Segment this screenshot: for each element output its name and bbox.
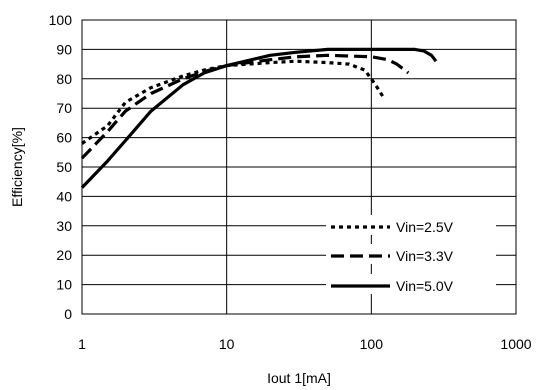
y-tick-label: 40 [56, 188, 72, 204]
x-tick-label: 100 [360, 336, 384, 352]
legend-label: Vin=2.5V [396, 219, 454, 235]
legend-bg [326, 274, 496, 294]
x-tick-label: 10 [219, 336, 235, 352]
legend-label: Vin=5.0V [396, 278, 454, 294]
series-line-vin-5-0v [80, 47, 438, 189]
plot-border [81, 19, 517, 315]
y-tick-label: 30 [56, 218, 72, 234]
legend-bg [326, 215, 496, 235]
y-tick-label: 10 [56, 277, 72, 293]
y-tick-label: 60 [56, 130, 72, 146]
y-tick-label: 0 [64, 306, 72, 322]
grid-layer [82, 20, 516, 314]
x-tick-label: 1000 [500, 336, 531, 352]
y-tick-label: 20 [56, 247, 72, 263]
y-tick-label: 90 [56, 41, 72, 57]
legend: Vin=2.5V Vin=3.3V Vin=5.0V [326, 215, 496, 294]
series-line-vin-3-3v [80, 53, 410, 160]
legend-label: Vin=3.3V [396, 248, 454, 264]
y-tick-label: 100 [49, 12, 73, 28]
series-line-vin-2-5v [81, 59, 385, 145]
x-axis-title: Iout 1[mA] [267, 370, 331, 386]
y-tick-label: 80 [56, 71, 72, 87]
legend-bg [326, 244, 496, 264]
y-tick-label: 50 [56, 159, 72, 175]
y-axis-title: Efficiency[%] [9, 127, 25, 207]
series-layer [80, 47, 438, 189]
x-tick-label: 1 [78, 336, 86, 352]
y-tick-label: 70 [56, 100, 72, 116]
